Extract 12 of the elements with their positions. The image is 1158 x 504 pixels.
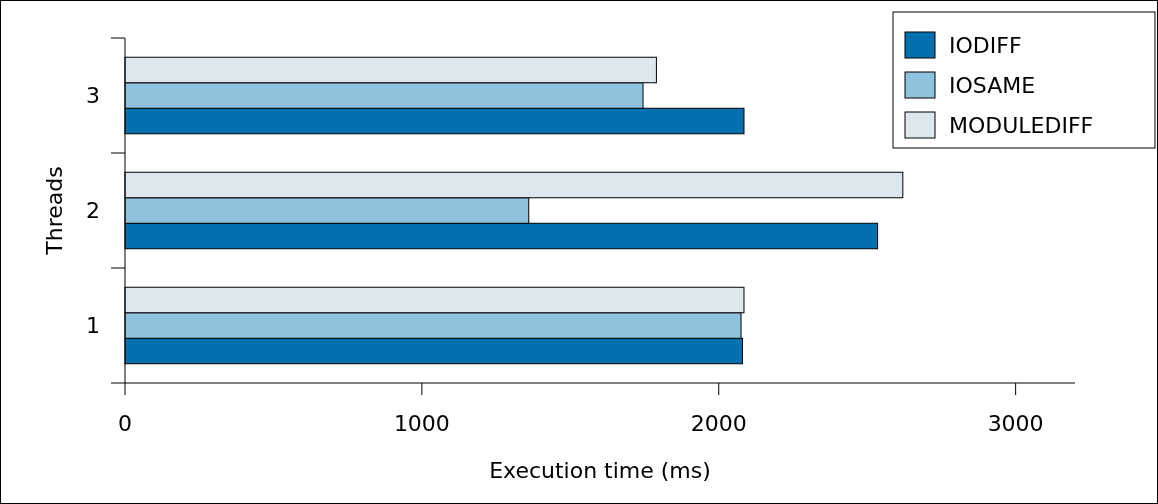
y-tick-label: 3 [86, 83, 100, 109]
y-tick-label: 2 [86, 198, 100, 224]
x-tick-label: 0 [118, 411, 132, 436]
y-tick-label: 1 [86, 313, 100, 339]
x-tick-label: 2000 [690, 411, 747, 436]
x-axis-title: Execution time (ms) [489, 458, 711, 483]
legend-label: MODULEDIFF [949, 112, 1094, 138]
x-tick-label: 3000 [987, 411, 1044, 436]
legend-label: IOSAME [949, 72, 1036, 98]
y-axis-title: Threads [42, 166, 67, 256]
x-tick-label: 1000 [393, 411, 450, 436]
legend-label: IODIFF [949, 32, 1022, 58]
